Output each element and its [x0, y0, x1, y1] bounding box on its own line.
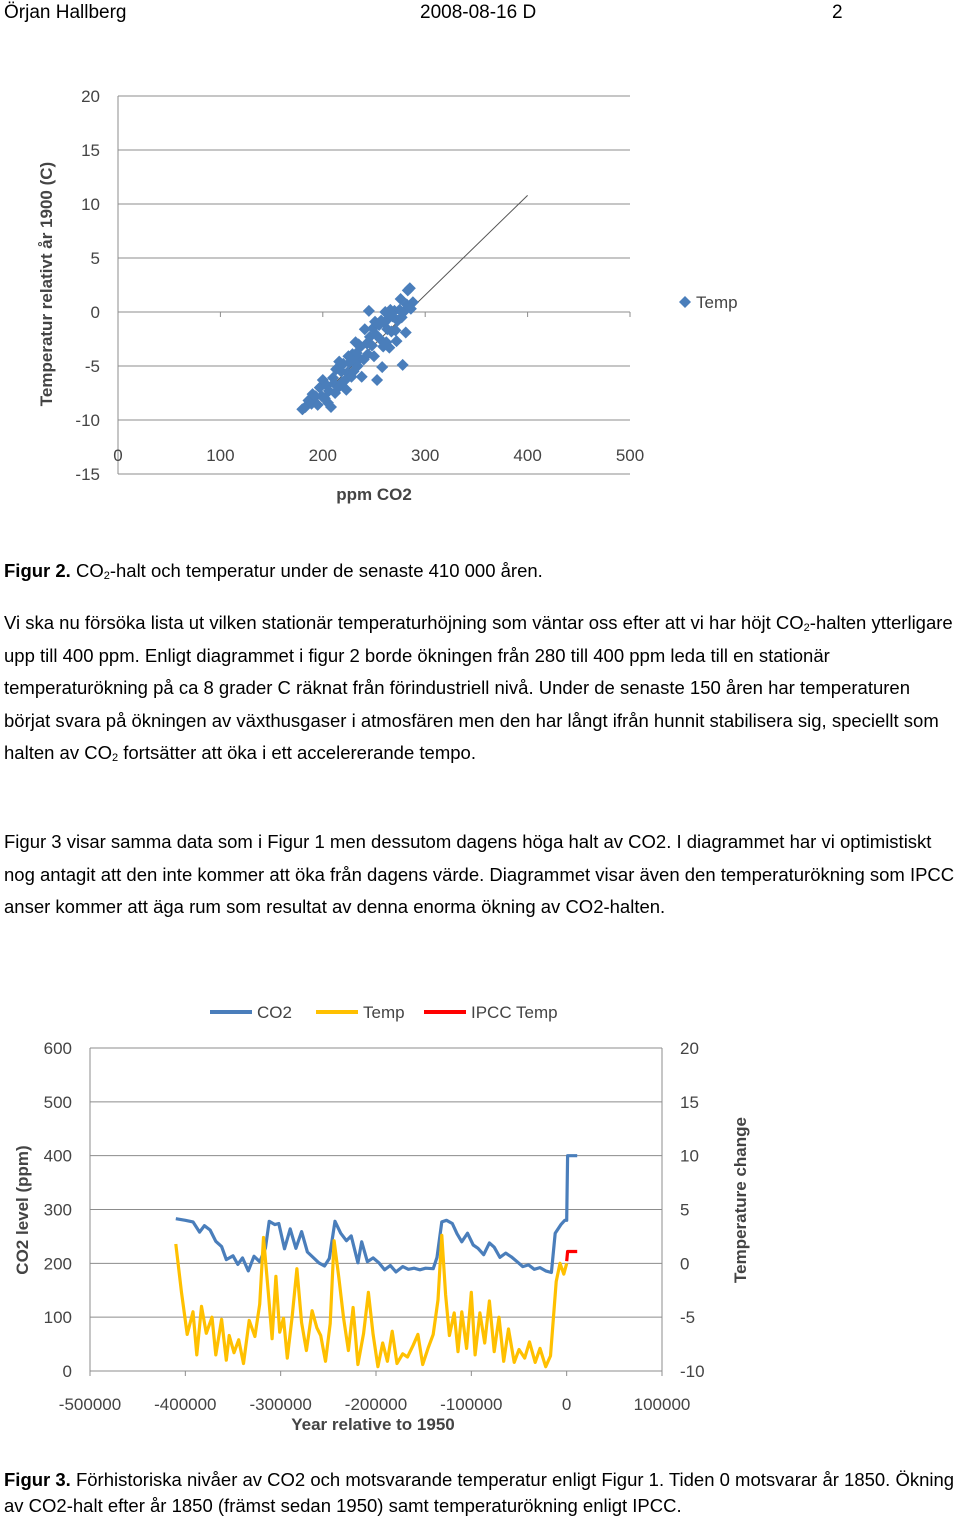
x-tick-label: -400000 — [154, 1395, 216, 1414]
data-point — [340, 383, 353, 396]
y-tick-label: 300 — [44, 1201, 72, 1220]
figure3-caption-text: Förhistoriska nivåer av CO2 och motsvara… — [4, 1469, 955, 1516]
x-tick-label: -200000 — [345, 1395, 407, 1414]
data-point — [396, 358, 409, 371]
paragraph-1: Vi ska nu försöka lista ut vilken statio… — [4, 607, 959, 770]
data-point — [358, 323, 371, 336]
x-axis-title: ppm CO2 — [336, 485, 412, 504]
y2-tick-label: 0 — [680, 1254, 689, 1273]
data-point — [399, 326, 412, 339]
y2-tick-label: 10 — [680, 1147, 699, 1166]
data-point — [406, 296, 419, 309]
y-tick-label: -5 — [85, 357, 100, 376]
data-point — [324, 401, 337, 414]
paragraph-1-part2: -halten ytterligare upp till 400 ppm. En… — [4, 612, 953, 763]
data-point — [362, 304, 375, 317]
paragraph-2: Figur 3 visar samma data som i Figur 1 m… — [4, 831, 955, 917]
y-tick-label: 5 — [91, 249, 100, 268]
data-point — [390, 335, 403, 348]
y-tick-label: 10 — [81, 195, 100, 214]
y-tick-label: 600 — [44, 1039, 72, 1058]
y-tick-label: 15 — [81, 141, 100, 160]
x-tick-label: -500000 — [59, 1395, 121, 1414]
y2-tick-label: -5 — [680, 1308, 695, 1327]
series-line-temp — [174, 1233, 569, 1369]
legend-label: Temp — [363, 1003, 405, 1022]
y-tick-label: -10 — [75, 411, 100, 430]
x-tick-label: 200 — [309, 446, 337, 465]
header-date: 2008-08-16 D — [420, 2, 537, 23]
legend-label: Temp — [696, 293, 738, 312]
y2-tick-label: -10 — [680, 1362, 705, 1381]
legend-marker — [679, 296, 691, 308]
x-tick-label: -300000 — [249, 1395, 311, 1414]
data-point — [383, 341, 396, 354]
x-tick-label: 0 — [113, 446, 122, 465]
figure2-caption-co2: CO — [75, 560, 104, 581]
y2-axis-title: Temperature change — [731, 1117, 750, 1283]
figure3-caption-label: Figur 3. — [4, 1469, 71, 1490]
data-point — [368, 350, 380, 363]
y-tick-label: 0 — [91, 303, 100, 322]
data-point — [365, 339, 378, 352]
figure2-caption-sub: 2 — [103, 570, 110, 582]
figure3-caption: Figur 3. Förhistoriska nivåer av CO2 och… — [4, 1467, 959, 1519]
data-point — [376, 361, 389, 374]
x-tick-label: 400 — [513, 446, 541, 465]
legend-label: IPCC Temp — [471, 1003, 558, 1022]
x-tick-label: 300 — [411, 446, 439, 465]
data-point — [355, 370, 368, 383]
data-point — [309, 390, 322, 403]
figure2-caption-label: Figur 2. — [4, 560, 71, 581]
legend-label: CO2 — [257, 1003, 292, 1022]
x-tick-label: 500 — [616, 446, 644, 465]
y-axis-title: Temperatur relativt år 1900 (C) — [37, 162, 56, 406]
x-tick-label: 100 — [206, 446, 234, 465]
page-header: Örjan Hallberg 2008-08-16 D 2 — [0, 0, 960, 30]
y-tick-label: 500 — [44, 1093, 72, 1112]
data-point — [371, 374, 384, 387]
data-point — [403, 282, 416, 295]
y2-tick-label: 20 — [680, 1039, 699, 1058]
data-point — [389, 324, 402, 337]
y-tick-label: 200 — [44, 1254, 72, 1273]
series-line-co2 — [175, 1154, 578, 1275]
figure2-caption: Figur 2. CO2-halt och temperatur under d… — [4, 558, 959, 584]
figure2-caption-text: -halt och temperatur under de senaste 41… — [109, 560, 543, 581]
y2-tick-label: 5 — [680, 1201, 689, 1220]
y-tick-label: 400 — [44, 1147, 72, 1166]
data-point — [382, 312, 395, 325]
paragraph-1-part3: fortsätter att öka i ett accelererande t… — [118, 742, 476, 763]
y-tick-label: 0 — [63, 1362, 72, 1381]
figure2-scatter-chart: 20 15 10 5 0 -5 -10 -15 0 100 200 300 400 500 ppm CO2 T… — [37, 87, 738, 504]
x-tick-label: 100000 — [634, 1395, 691, 1414]
figure3-line-chart: 600 500 400 300 200 100 0 20 15 10 5 0 -5 -10 -500000 -… — [13, 1003, 750, 1434]
data-point — [398, 304, 411, 317]
y-tick-label: 20 — [81, 87, 100, 106]
data-point — [388, 304, 401, 317]
x-tick-label: 0 — [562, 1395, 571, 1414]
paragraph-1-sub1: 2 — [803, 622, 810, 634]
x-axis-title: Year relative to 1950 — [291, 1415, 455, 1434]
y-tick-label: 100 — [44, 1308, 72, 1327]
paragraph-1-sub2: 2 — [111, 752, 119, 764]
y-tick-label: -15 — [75, 465, 100, 484]
y2-tick-label: 15 — [680, 1093, 699, 1112]
data-point — [311, 398, 324, 411]
series-line-ipcc-temp — [565, 1249, 578, 1262]
y-axis-title: CO2 level (ppm) — [13, 1145, 32, 1274]
paragraph-1-part1: Vi ska nu försöka lista ut vilken statio… — [4, 612, 804, 633]
x-tick-label: -100000 — [440, 1395, 502, 1414]
header-author: Örjan Hallberg — [4, 2, 127, 23]
header-page-number: 2 — [832, 2, 843, 23]
